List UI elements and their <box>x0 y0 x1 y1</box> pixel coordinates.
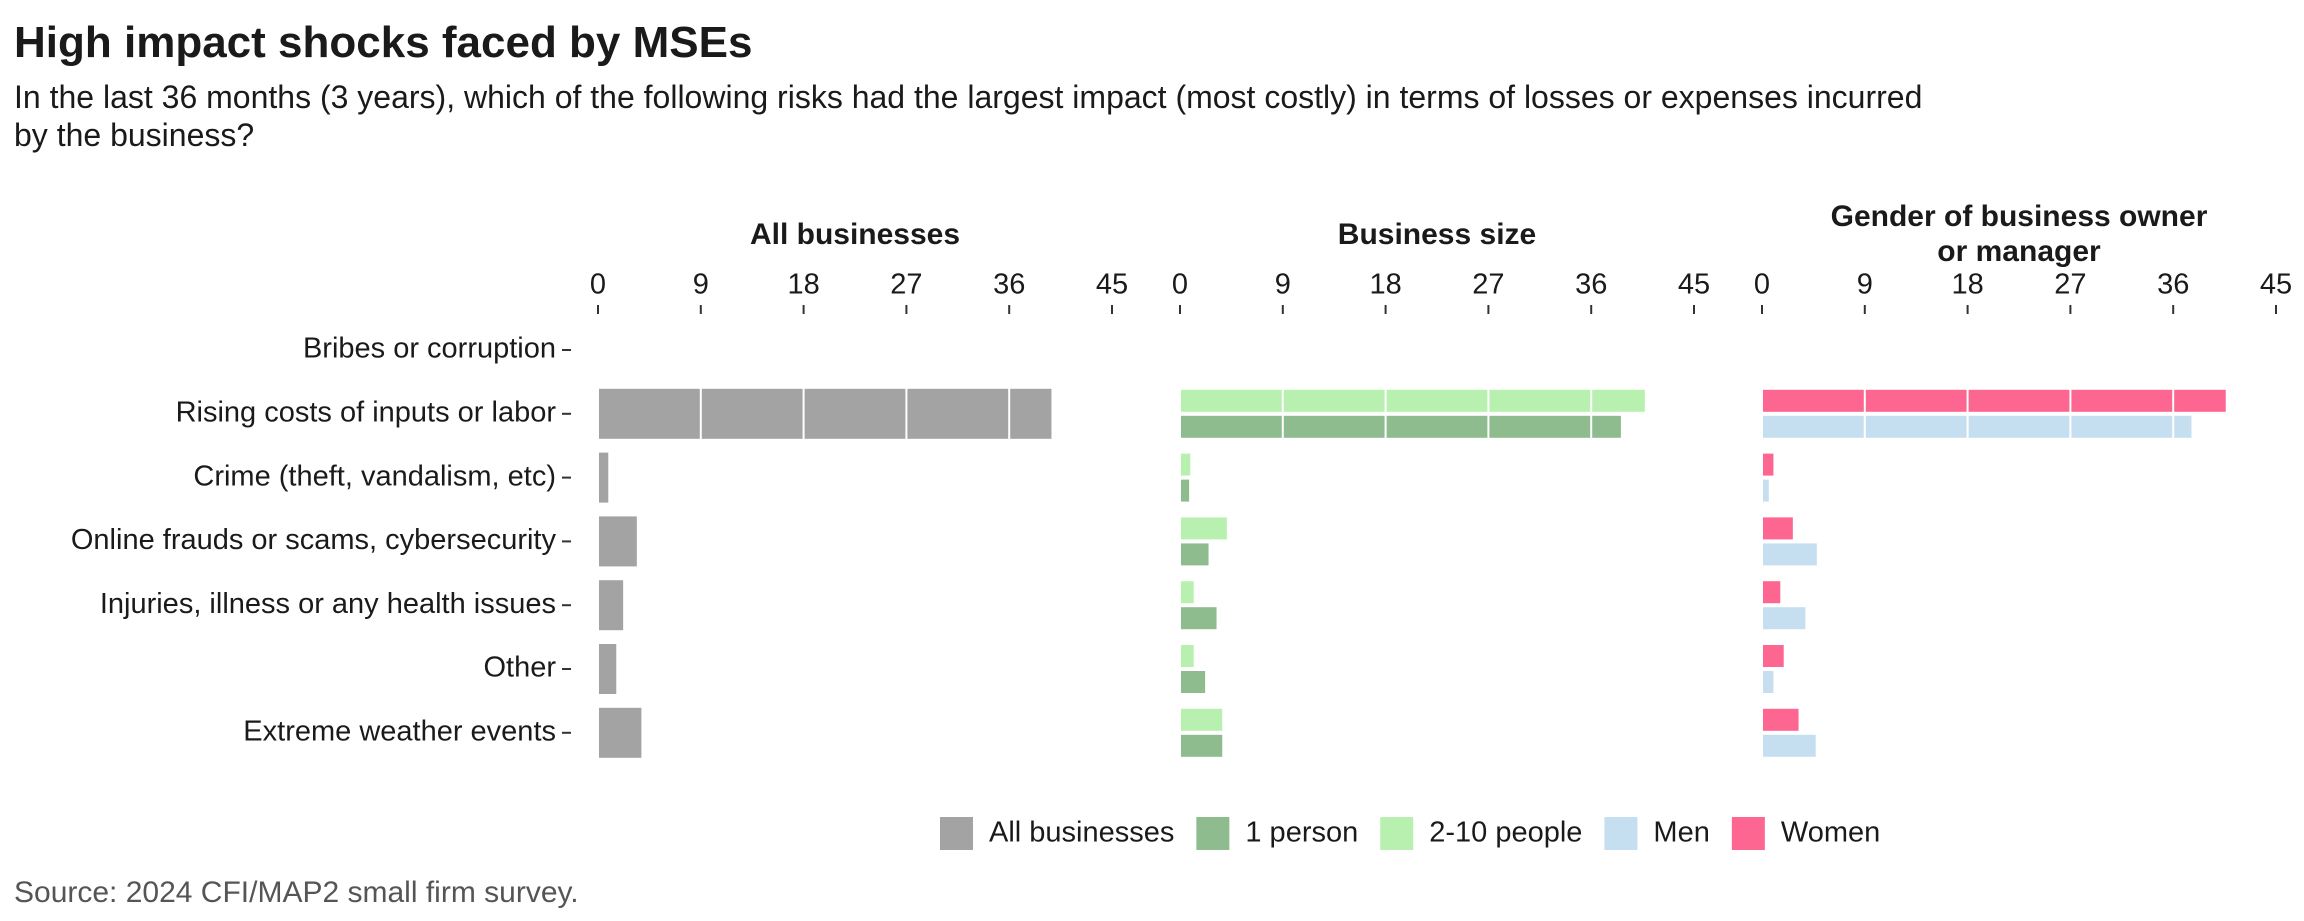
bar <box>1762 734 1816 757</box>
bar <box>1180 415 1621 438</box>
x-tick-label: 9 <box>1857 269 1873 301</box>
x-tick-label: 45 <box>2260 269 2292 301</box>
bar <box>1180 389 1645 412</box>
bar <box>1180 479 1190 502</box>
y-tick-label: Injuries, illness or any health issues <box>100 588 556 620</box>
bar <box>1762 645 1784 667</box>
bar <box>598 452 609 503</box>
legend-label: All businesses <box>989 817 1174 849</box>
bar <box>1762 607 1806 630</box>
legend-swatch <box>1731 817 1765 850</box>
bar <box>598 516 637 567</box>
bar <box>1762 543 1817 566</box>
bar <box>1180 734 1223 757</box>
bar <box>598 707 642 758</box>
x-tick-label: 0 <box>1172 269 1188 301</box>
legend-swatch <box>940 817 973 850</box>
y-tick-label: Other <box>483 652 556 684</box>
bar <box>598 644 617 694</box>
legend-label: 2-10 people <box>1429 817 1582 849</box>
x-tick-label: 18 <box>787 269 819 301</box>
x-tick-label: 9 <box>693 269 709 301</box>
bar <box>1762 479 1769 502</box>
legend-label: 1 person <box>1245 817 1358 849</box>
panel-title: Business size <box>1337 217 1537 251</box>
legend-label: Men <box>1653 817 1709 849</box>
y-tick-label: Crime (theft, vandalism, etc) <box>193 460 556 492</box>
legend-swatch <box>1196 817 1230 850</box>
panel-title: All businesses <box>749 217 961 251</box>
x-tick-label: 18 <box>1951 269 1983 301</box>
x-tick-label: 36 <box>993 269 1025 301</box>
bar <box>1180 543 1209 566</box>
y-tick-label: Extreme weather events <box>243 715 556 747</box>
x-tick-label: 45 <box>1678 269 1710 301</box>
bar <box>1180 607 1217 630</box>
chart-title: High impact shocks faced by MSEs <box>14 18 753 67</box>
bar <box>1762 708 1799 731</box>
y-tick-label: Online frauds or scams, cybersecurity <box>71 524 557 556</box>
source-note: Source: 2024 CFI/MAP2 small firm survey. <box>14 876 579 909</box>
legend-label: Women <box>1781 817 1880 849</box>
bar <box>1180 453 1191 476</box>
x-tick-label: 45 <box>1096 269 1128 301</box>
bar <box>1180 517 1227 540</box>
x-tick-label: 0 <box>1754 269 1770 301</box>
bar <box>1762 453 1774 476</box>
chart-subtitle: In the last 36 months (3 years), which o… <box>14 79 1923 153</box>
bar <box>1762 389 2226 412</box>
bar <box>1762 517 1793 540</box>
y-tick-label: Bribes or corruption <box>303 333 556 365</box>
bar <box>1180 671 1206 693</box>
bar <box>1762 581 1781 604</box>
bar <box>598 580 624 631</box>
bar <box>598 388 1052 439</box>
x-tick-label: 27 <box>1472 269 1504 301</box>
x-tick-label: 9 <box>1275 269 1291 301</box>
x-tick-label: 27 <box>890 269 922 301</box>
y-tick-label: Rising costs of inputs or labor <box>176 396 557 428</box>
bar <box>1180 708 1223 731</box>
x-tick-label: 36 <box>1575 269 1607 301</box>
panel-title: Gender of business owner or manager <box>1830 200 2208 268</box>
bar <box>1180 581 1194 604</box>
bar <box>1762 415 2192 438</box>
x-tick-label: 0 <box>590 269 606 301</box>
legend-swatch <box>1380 817 1414 850</box>
legend-swatch <box>1604 817 1638 850</box>
bar <box>1180 645 1194 667</box>
x-tick-label: 27 <box>2054 269 2086 301</box>
bar <box>1762 671 1774 693</box>
x-tick-label: 18 <box>1369 269 1401 301</box>
x-tick-label: 36 <box>2157 269 2189 301</box>
